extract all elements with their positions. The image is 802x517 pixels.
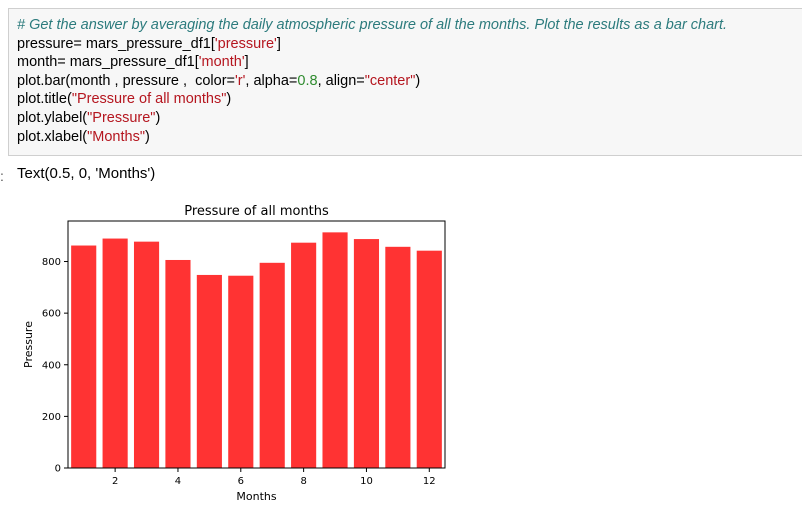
code-comment: # Get the answer by averaging the daily … [17,17,728,33]
bar-month-12 [416,250,442,468]
code-line-2: month= mars_pressure_df1['month'] [17,54,249,71]
x-tick-label: 10 [360,476,373,487]
bar-month-10 [353,239,380,468]
bar-month-5 [196,274,222,468]
x-tick-label: 12 [423,476,436,487]
y-axis-label: Pressure [22,321,35,368]
output-prompt: : [0,168,4,184]
y-tick-label: 0 [55,464,61,475]
code-editor[interactable]: # Get the answer by averaging the daily … [17,16,727,146]
y-ticks-group: 0 200 400 600 800 [42,257,68,475]
y-tick-label: 600 [42,309,61,320]
bar-month-8 [291,242,317,468]
code-line-4: plot.title("Pressure of all months") [17,91,232,108]
chart-title: Pressure of all months [184,204,329,219]
code-line-3: plot.bar(month , pressure , color='r', a… [17,72,421,89]
bar-month-9 [322,232,348,468]
bars-group [71,232,442,468]
bar-month-11 [385,246,411,468]
code-line-6: plot.xlabel("Months") [17,128,150,145]
x-ticks-group: 2 4 6 8 10 12 [112,468,436,487]
y-tick-label: 800 [42,257,61,268]
x-tick-label: 2 [112,476,118,487]
y-tick-label: 400 [42,360,61,371]
x-tick-label: 6 [238,476,244,487]
code-cell[interactable]: # Get the answer by averaging the daily … [8,8,802,156]
bar-month-6 [228,275,254,468]
bar-month-4 [165,259,191,468]
x-tick-label: 4 [175,476,181,487]
bar-month-1 [71,245,97,468]
bar-month-7 [259,262,285,468]
code-line-1: pressure= mars_pressure_df1['pressure'] [17,35,281,52]
x-tick-label: 8 [300,476,306,487]
plot-frame [67,220,446,469]
bar-month-2 [102,238,128,468]
output-text: Text(0.5, 0, 'Months') [17,165,156,182]
y-tick-label: 200 [42,412,61,423]
x-axis-label: Months [236,490,276,503]
bar-month-3 [133,241,160,468]
code-line-5: plot.ylabel("Pressure") [17,109,161,126]
